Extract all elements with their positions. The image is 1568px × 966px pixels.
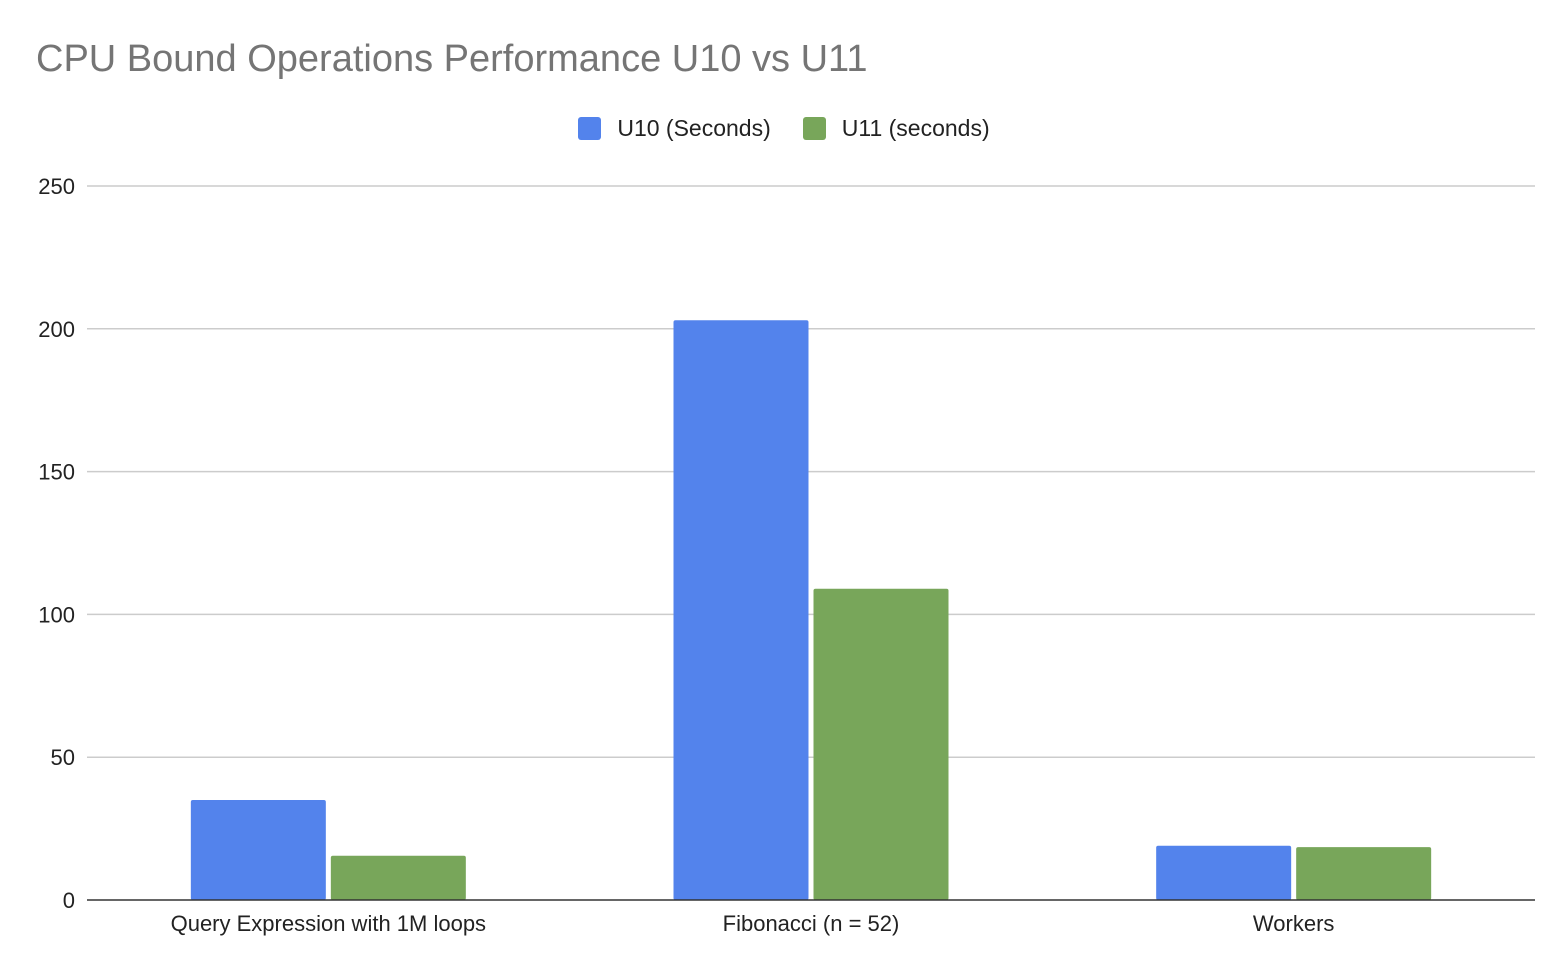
x-tick-label-0: Query Expression with 1M loops <box>171 911 486 936</box>
chart-title: CPU Bound Operations Performance U10 vs … <box>36 38 868 80</box>
y-tick-label-100: 100 <box>38 602 75 627</box>
y-tick-label-0: 0 <box>63 888 75 913</box>
y-tick-label-50: 50 <box>51 745 75 770</box>
y-tick-label-250: 250 <box>38 174 75 199</box>
bar-u10-1 <box>673 320 809 900</box>
legend-item-u11: U11 (seconds) <box>802 115 990 142</box>
bar-u10-2 <box>1156 845 1292 900</box>
legend: U10 (Seconds) U11 (seconds) <box>0 115 1568 142</box>
x-tick-label-1: Fibonacci (n = 52) <box>723 911 900 936</box>
legend-label-u11: U11 (seconds) <box>841 115 990 141</box>
bar-u11-2 <box>1296 847 1432 900</box>
y-tick-label-200: 200 <box>38 317 75 342</box>
legend-label-u10: U10 (Seconds) <box>617 115 771 141</box>
legend-swatch-u10 <box>578 117 602 140</box>
bar-u11-0 <box>330 855 466 900</box>
bar-u11-1 <box>813 588 949 900</box>
x-tick-label-2: Workers <box>1253 911 1335 936</box>
bar-u10-0 <box>190 800 326 900</box>
legend-item-u10: U10 (Seconds) <box>578 115 771 142</box>
legend-swatch-u11 <box>802 117 826 140</box>
y-tick-label-150: 150 <box>38 460 75 485</box>
